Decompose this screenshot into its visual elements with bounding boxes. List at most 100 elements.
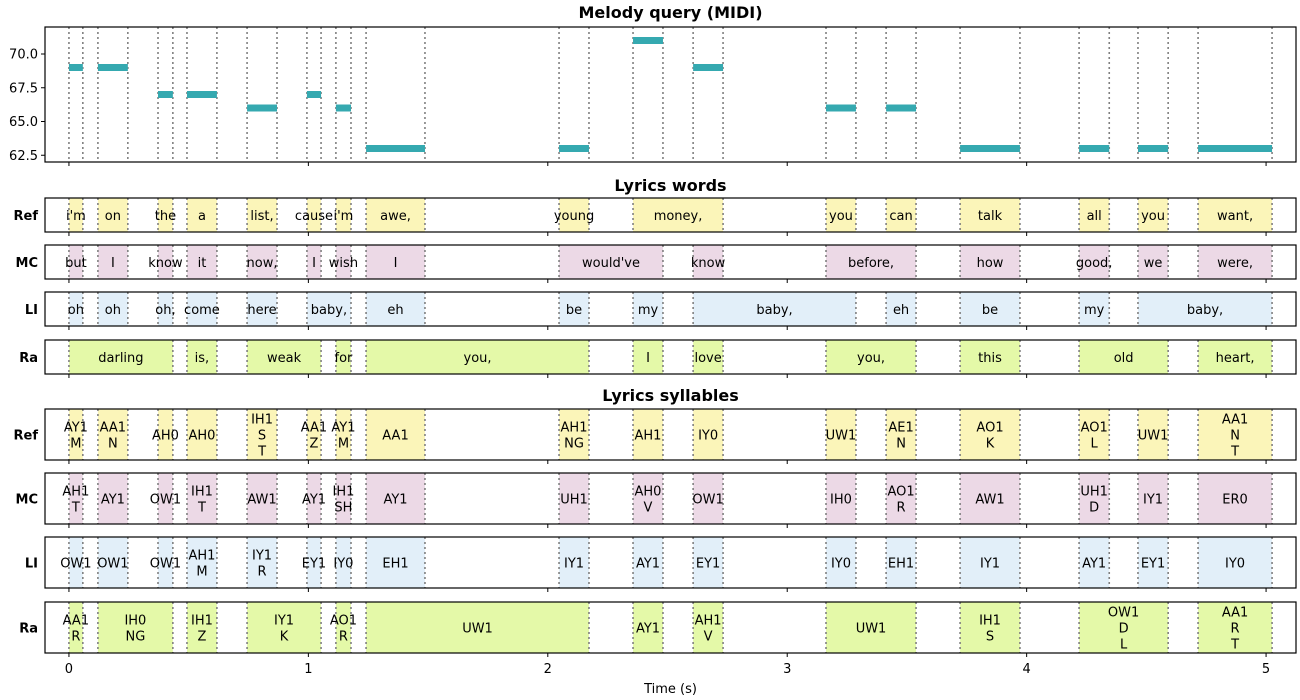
syllable-phone: IY1	[564, 557, 584, 572]
word-label: it	[198, 256, 207, 271]
segment-fill	[826, 537, 856, 588]
segment-fill	[335, 473, 351, 524]
segment-fill	[306, 409, 322, 460]
syllable-phone: UW1	[1138, 429, 1169, 444]
syllable-phone: AY1	[383, 493, 407, 508]
syllable-phone: UH1	[560, 493, 588, 508]
syllable-phone: IY1	[252, 549, 272, 564]
syllable-phone: EH1	[888, 557, 914, 572]
melody-note	[366, 145, 425, 152]
word-label: i'm	[66, 209, 86, 224]
word-label: my	[1084, 303, 1105, 318]
syllable-phone: UW1	[826, 429, 857, 444]
segment-fill	[633, 473, 663, 524]
melody-note	[826, 104, 856, 112]
segment-fill	[97, 198, 128, 232]
syllable-phone: IY0	[831, 557, 851, 572]
axes-frame	[44, 408, 1297, 461]
syllable-phone: AY1	[636, 622, 660, 637]
syllable-phone: AY1	[302, 493, 326, 508]
axes-frame	[44, 601, 1297, 654]
syllable-phone: EY1	[302, 557, 326, 572]
x-axis-label: Time (s)	[643, 682, 697, 697]
segment-fill	[247, 245, 278, 279]
syllable-phone: NG	[125, 630, 145, 645]
segment-fill	[158, 245, 173, 279]
syllable-phone: AY1	[636, 557, 660, 572]
syllable-phone: R	[339, 630, 348, 645]
syllable-phone: V	[644, 501, 653, 516]
segment-fill	[306, 198, 322, 232]
segment-fill	[186, 245, 217, 279]
syllable-phone: AH1	[635, 429, 662, 444]
word-label: young	[554, 209, 594, 224]
segment-fill	[1137, 245, 1169, 279]
axes-frame	[44, 197, 1297, 233]
syllable-phone: IH1	[332, 485, 354, 500]
segment-fill	[1079, 473, 1110, 524]
syllable-phone: T	[257, 445, 266, 460]
melody-note	[335, 104, 351, 112]
word-label: I	[111, 256, 115, 271]
syllable-phone: ER0	[1222, 493, 1248, 508]
y-tick-label: 67.5	[9, 81, 38, 96]
segment-fill	[886, 537, 917, 588]
melody-note	[97, 64, 128, 71]
segment-fill	[1079, 292, 1110, 326]
segment-fill	[366, 537, 425, 588]
x-tick-label: 0	[65, 662, 73, 677]
syllable-phone: OW1	[692, 493, 723, 508]
row-label: LI	[25, 303, 38, 318]
word-label: I	[394, 256, 398, 271]
segment-fill	[693, 602, 724, 653]
row-label: LI	[25, 557, 38, 572]
syllable-phone: D	[1119, 622, 1129, 637]
segment-fill	[68, 537, 83, 588]
word-label: be	[982, 303, 998, 318]
segment-fill	[1079, 340, 1169, 374]
syllable-phone: AH0	[635, 485, 662, 500]
segment-fill	[693, 340, 724, 374]
x-tick-label: 5	[1262, 662, 1270, 677]
segment-fill	[97, 409, 128, 460]
segment-fill	[960, 198, 1020, 232]
syllable-phone: OW1	[97, 557, 128, 572]
segment-fill	[559, 473, 589, 524]
syllable-phone: M	[70, 437, 81, 452]
x-tick-label: 1	[304, 662, 312, 677]
row-label: MC	[16, 493, 38, 508]
word-label: know	[691, 256, 726, 271]
syllable-phone: OW1	[1108, 606, 1139, 621]
segment-fill	[1079, 602, 1169, 653]
row-label: Ra	[19, 351, 38, 366]
x-tick-label: 3	[783, 662, 791, 677]
segment-fill	[1198, 602, 1273, 653]
word-label: a	[198, 209, 206, 224]
axes-frame	[44, 244, 1297, 280]
syllable-phone: AA1	[382, 429, 408, 444]
segment-fill	[1079, 409, 1110, 460]
melody-note	[186, 91, 217, 98]
syllable-phone: R	[1231, 622, 1240, 637]
row-label: Ref	[14, 209, 39, 224]
word-label: before,	[848, 256, 894, 271]
axes-frame	[44, 291, 1297, 327]
segment-fill	[68, 409, 83, 460]
segment-fill	[960, 292, 1020, 326]
segment-fill	[68, 245, 83, 279]
word-label: I	[312, 256, 316, 271]
syllable-phone: AO1	[330, 614, 357, 629]
syllable-phone: R	[897, 501, 906, 516]
axes-frame	[44, 339, 1297, 375]
syllable-phone: M	[196, 565, 207, 580]
word-label: oh,	[155, 303, 175, 318]
segment-fill	[559, 409, 589, 460]
segment-fill	[960, 409, 1020, 460]
syllable-phone: IY0	[1225, 557, 1245, 572]
segment-fill	[1079, 537, 1110, 588]
word-label: baby,	[1187, 303, 1223, 318]
